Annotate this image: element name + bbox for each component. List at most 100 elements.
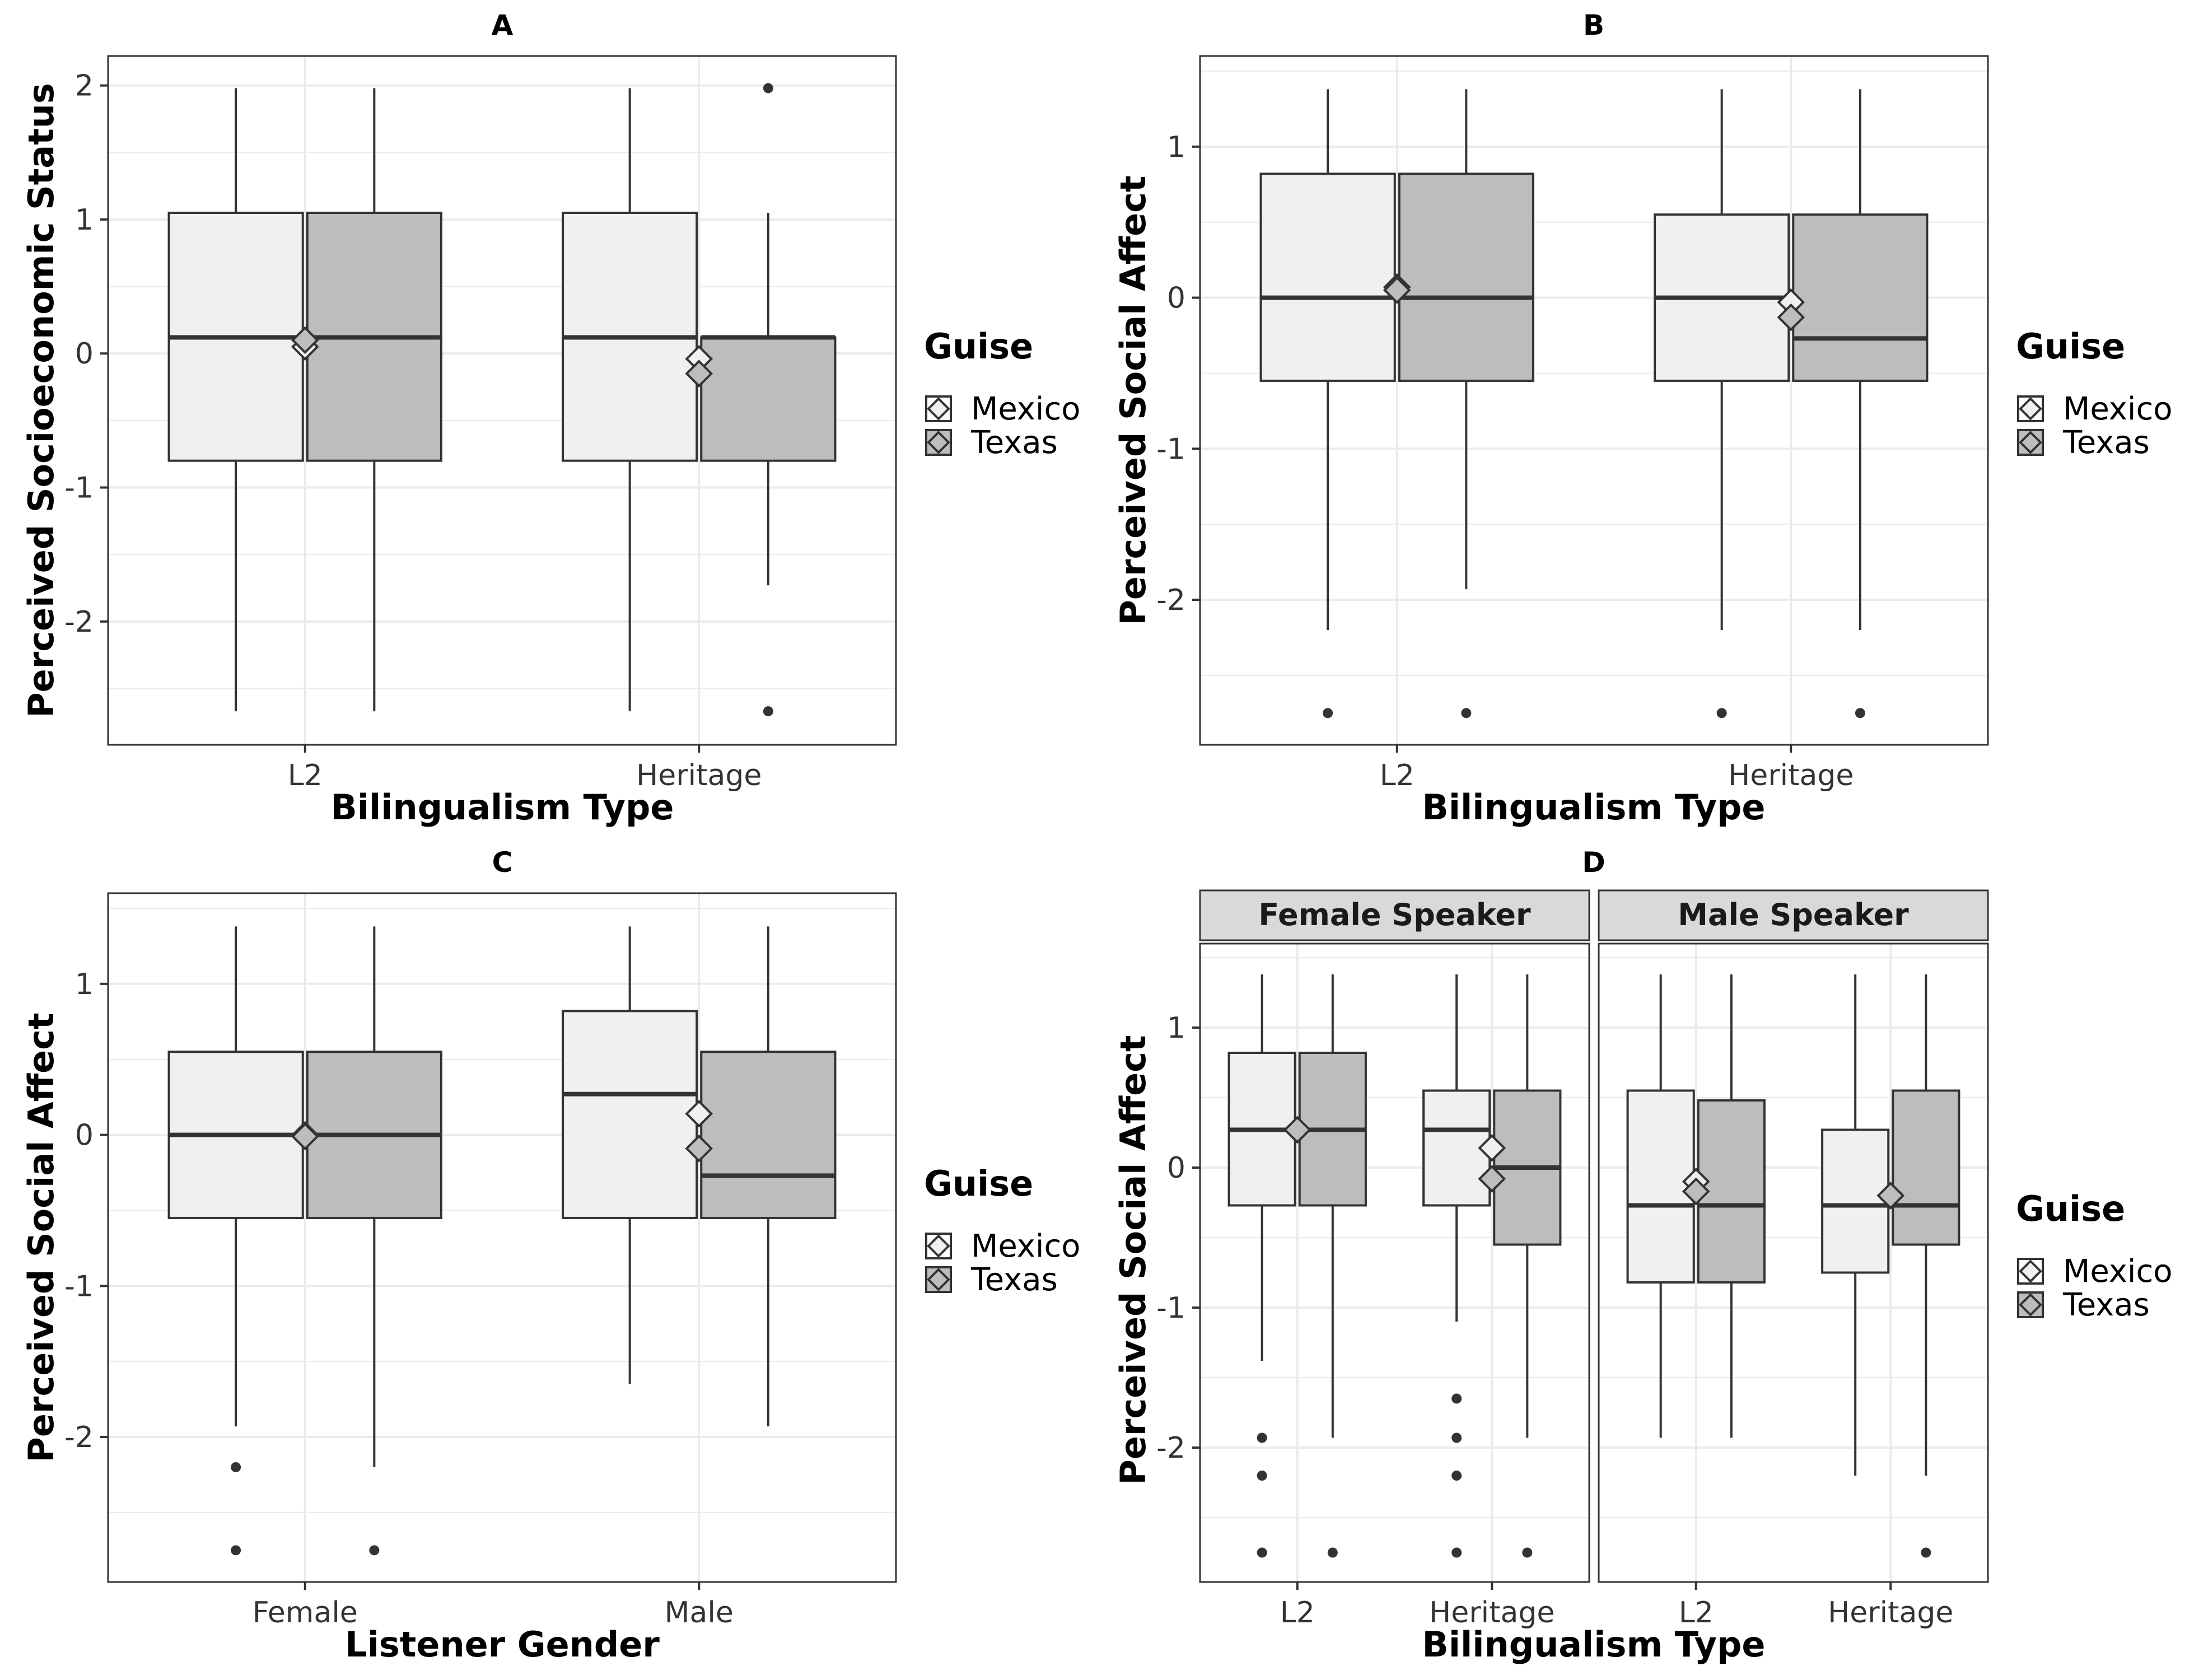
mean-marker-texas (1383, 276, 1411, 304)
plot-border (1199, 942, 1590, 1583)
outlier-point (1451, 1547, 1462, 1558)
y-tick-label: 0 (75, 1119, 94, 1152)
box-mexico (562, 88, 698, 712)
legend-key-texas (925, 1266, 952, 1293)
legend: Guise Mexico Texas (2016, 1188, 2173, 1323)
legend-label-texas: Texas (970, 1262, 1058, 1298)
box-body (1792, 213, 1929, 382)
panel-a: A Perceived Socioeconomic Status Bilingu… (21, 9, 1081, 828)
mean-marker-texas (1478, 1165, 1506, 1193)
legend-label-texas: Texas (2062, 424, 2150, 461)
mean-marker-texas (1283, 1116, 1311, 1144)
mean-marker-texas (1876, 1182, 1905, 1210)
legend-title: Guise (2016, 1188, 2125, 1229)
plot-border (1199, 55, 1989, 746)
legend-key-mexico (2017, 395, 2044, 422)
plot-border (107, 55, 897, 746)
x-tick-label: L2 (1380, 759, 1415, 792)
x-tick-label: Male (665, 1596, 734, 1630)
facet-strip (1199, 889, 1590, 941)
y-tick-label: -2 (1156, 1431, 1185, 1465)
facet-strip (1598, 889, 1989, 941)
y-tick-label: 1 (75, 203, 94, 237)
mean-marker-texas (685, 1135, 713, 1163)
y-tick-label: -2 (64, 1421, 94, 1454)
box-mexico (1821, 974, 1890, 1476)
panel-title: B (1583, 9, 1604, 41)
outlier-point (1522, 1547, 1533, 1558)
box-texas (700, 926, 837, 1427)
box-mexico (1654, 89, 1790, 718)
mean-marker-texas (1682, 1177, 1710, 1206)
y-tick-label: 2 (75, 69, 94, 103)
panel-d: D Perceived Social Affect Bilingualism T… (1113, 846, 2173, 1665)
outlier-point (1716, 708, 1727, 718)
panel-title: D (1582, 846, 1605, 879)
facet-panel: 1 0 -1 -2 L2 Heritage (1156, 55, 1989, 792)
outlier-point (763, 706, 773, 717)
box-mexico (1422, 974, 1491, 1558)
outlier-point (1323, 708, 1333, 718)
y-tick-label: -1 (1156, 432, 1185, 466)
facet-panel: 1 0 -1 -2 Female Male (64, 892, 897, 1630)
plot-background (108, 893, 896, 1582)
legend-key-mexico (925, 1233, 952, 1259)
panel-b: B Perceived Social Affect Bilingualism T… (1113, 9, 2173, 828)
facet-strip-label: Male Speaker (1678, 897, 1909, 932)
x-axis-title: Bilingualism Type (1422, 787, 1766, 828)
y-tick-label: -1 (1156, 1291, 1185, 1325)
panel-title: A (492, 9, 514, 41)
box-body (1259, 172, 1396, 382)
y-tick-label: -2 (1156, 584, 1185, 617)
outlier-point (1257, 1432, 1267, 1443)
outlier-point (1451, 1471, 1462, 1481)
box-body (700, 336, 837, 462)
legend: Guise Mexico Texas (924, 1163, 1081, 1298)
legend: Guise Mexico Texas (924, 326, 1081, 461)
x-tick-label: L2 (1679, 1596, 1714, 1630)
outlier-point (231, 1462, 241, 1472)
box-texas (1493, 974, 1562, 1558)
box-body (1892, 1089, 1960, 1246)
y-tick-label: 1 (75, 968, 94, 1001)
outlier-point (1257, 1471, 1267, 1481)
box-texas (700, 83, 837, 717)
y-tick-label: 1 (1167, 130, 1185, 164)
facet-panel: Female Speaker 1 0 -1 -2 L2 Heritage (1156, 889, 1590, 1630)
x-tick-label: L2 (1280, 1596, 1315, 1630)
facet-strip-label: Female Speaker (1258, 897, 1531, 932)
legend-title: Guise (924, 326, 1033, 367)
y-tick-label: 0 (1167, 1151, 1185, 1185)
x-tick-label: Heritage (1429, 1596, 1555, 1630)
mean-marker-texas (291, 1122, 319, 1151)
box-mexico (1259, 89, 1396, 718)
plot-background (1200, 56, 1988, 745)
x-tick-label: Heritage (636, 759, 762, 792)
panel-title: C (492, 846, 513, 879)
box-texas (1398, 89, 1534, 718)
y-axis-title: Perceived Socioeconomic Status (21, 83, 62, 718)
plot-background (1200, 944, 1589, 1582)
legend-label-texas: Texas (970, 424, 1058, 461)
legend-title: Guise (2016, 326, 2125, 367)
legend-label-texas: Texas (2062, 1287, 2150, 1323)
panel-c: C Perceived Social Affect Listener Gende… (21, 846, 1081, 1665)
legend-key-mexico (2017, 1258, 2044, 1285)
box-body (1422, 1089, 1491, 1207)
outlier-point (1461, 708, 1472, 718)
box-body (1398, 172, 1534, 382)
y-tick-label: -1 (64, 1270, 94, 1303)
y-tick-label: 0 (1167, 282, 1185, 315)
box-texas (306, 88, 442, 712)
outlier-point (1327, 1547, 1338, 1558)
x-axis-title: Bilingualism Type (331, 787, 674, 828)
plot-border (1598, 942, 1989, 1583)
box-body (1626, 1089, 1695, 1284)
facet-panel: Male Speaker L2 Heritage (1598, 889, 1989, 1630)
box-mexico (167, 88, 304, 712)
outlier-point (231, 1545, 241, 1556)
mean-marker-mexico (685, 1099, 713, 1128)
legend: Guise Mexico Texas (2016, 326, 2173, 461)
x-tick-label: Female (253, 1596, 358, 1630)
